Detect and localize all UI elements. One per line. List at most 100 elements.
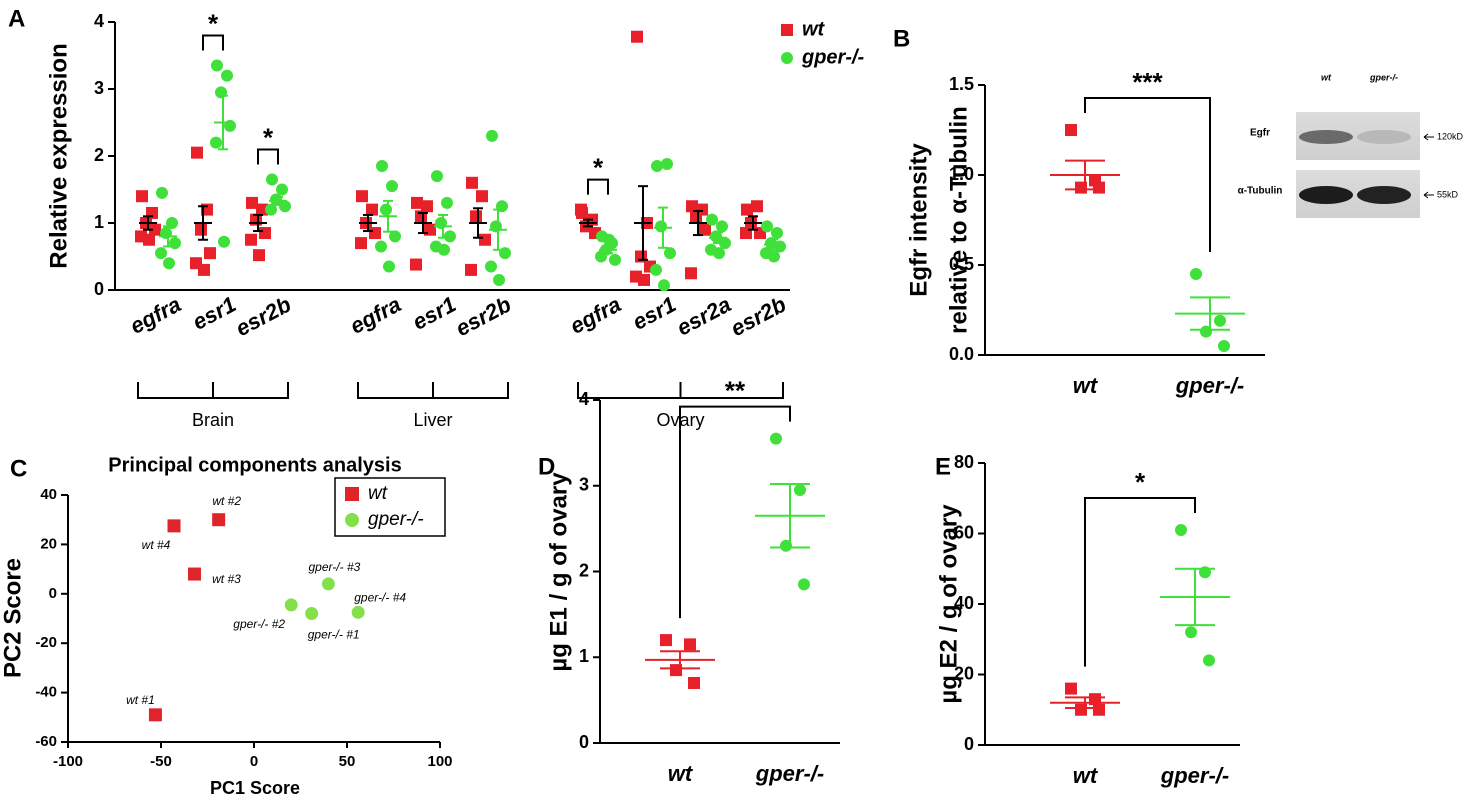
- data-point: [1093, 703, 1105, 716]
- legend-box: [334, 477, 446, 537]
- blot-lane-label: gper-/-: [1369, 72, 1398, 82]
- data-point: [198, 263, 210, 276]
- x-tick-label: gper-/-: [1160, 763, 1229, 788]
- y-tick-label: 0.5: [949, 254, 974, 274]
- significance-label: ***: [1132, 67, 1163, 97]
- data-point: [438, 243, 450, 256]
- y-tick-label: -60: [35, 733, 57, 750]
- data-point: [210, 136, 222, 149]
- significance-bracket: [202, 34, 224, 51]
- data-point: [476, 190, 488, 203]
- data-point: [386, 180, 398, 193]
- blot-arrow: [1423, 133, 1434, 141]
- y-tick-label: 20: [40, 535, 57, 552]
- y-tick-label: 1.0: [949, 164, 974, 184]
- data-point: [1214, 314, 1226, 327]
- y-tick-label: 0: [579, 732, 589, 752]
- group-label: Liver: [413, 410, 452, 430]
- blot-band: [1299, 130, 1353, 144]
- data-point: [383, 260, 395, 273]
- data-point: [771, 227, 783, 240]
- point-label: gper-/- #2: [233, 617, 285, 631]
- data-point: [466, 176, 478, 189]
- point-label: gper-/- #3: [308, 560, 360, 574]
- x-tick-label: esr2b: [451, 291, 515, 341]
- data-point: [218, 235, 230, 248]
- y-axis-label: relative to α-Tubulin: [945, 106, 972, 334]
- x-axis-label: PC1 Score: [210, 778, 300, 798]
- data-point: [411, 196, 423, 209]
- x-tick-label: esr2a: [673, 291, 736, 340]
- y-axis-label: Egfr intensity: [905, 143, 932, 297]
- data-point: [356, 190, 368, 203]
- y-axis-label: Relative expression: [45, 43, 72, 268]
- data-point: [686, 200, 698, 213]
- data-point: [741, 203, 753, 216]
- x-tick-label: egfra: [126, 291, 185, 338]
- data-point: [609, 253, 621, 266]
- data-point: [751, 200, 763, 213]
- data-point: [1065, 124, 1077, 136]
- blot-lane-label: wt: [1321, 72, 1332, 82]
- data-point: [688, 676, 700, 689]
- y-tick-label: 60: [954, 522, 974, 542]
- data-point: [655, 220, 667, 233]
- data-point: [794, 484, 806, 497]
- data-point: [279, 200, 291, 213]
- x-tick-label: esr1: [628, 291, 680, 334]
- panel-letter: A: [8, 5, 25, 32]
- y-tick-label: 2: [579, 560, 589, 580]
- x-tick-label: gper-/-: [1175, 373, 1244, 398]
- y-tick-label: -20: [35, 634, 57, 651]
- y-tick-label: 0: [94, 279, 104, 299]
- y-tick-label: 40: [40, 486, 57, 503]
- data-point: [719, 237, 731, 250]
- data-point: [376, 160, 388, 173]
- data-point: [256, 203, 268, 216]
- group-label: Brain: [192, 410, 234, 430]
- data-point: [575, 203, 587, 216]
- significance-bracket: [587, 178, 609, 195]
- panel-letter: E: [935, 453, 951, 480]
- data-point: [389, 230, 401, 243]
- data-point: [1218, 340, 1230, 352]
- data-point: [479, 233, 491, 246]
- data-point: [259, 227, 271, 240]
- data-point: [485, 260, 497, 273]
- data-point: [212, 513, 226, 527]
- data-point: [706, 213, 718, 226]
- blot-band-name: Egfr: [1250, 128, 1270, 139]
- data-point: [441, 196, 453, 209]
- chart-title: Principal components analysis: [108, 454, 401, 476]
- data-point: [1190, 268, 1202, 280]
- data-point: [305, 607, 319, 621]
- data-point: [187, 567, 201, 581]
- significance-bracket: [679, 405, 791, 619]
- x-tick-label: 100: [427, 753, 452, 770]
- data-point: [761, 220, 773, 233]
- data-point: [651, 160, 663, 173]
- blot-band-name: α-Tubulin: [1238, 186, 1283, 197]
- x-tick-label: 50: [339, 753, 356, 770]
- significance-bracket: [1084, 97, 1211, 252]
- legend-label: wt: [368, 483, 388, 504]
- data-point: [660, 634, 672, 647]
- blot-band-size: 120kD: [1437, 131, 1464, 141]
- x-tick-label: esr1: [188, 291, 240, 334]
- significance-label: *: [1135, 467, 1146, 497]
- y-tick-label: 1: [94, 212, 104, 232]
- y-tick-label: 0: [964, 734, 974, 754]
- data-point: [690, 210, 702, 223]
- y-tick-label: 80: [954, 452, 974, 472]
- data-point: [603, 233, 615, 246]
- data-point: [465, 263, 477, 276]
- data-point: [195, 223, 207, 236]
- y-tick-label: 1.5: [949, 74, 974, 94]
- x-tick-label: -50: [150, 753, 172, 770]
- y-tick-label: 3: [94, 78, 104, 98]
- legend-label: gper-/-: [368, 509, 424, 530]
- data-point: [369, 227, 381, 240]
- panel-letter: D: [538, 453, 555, 480]
- data-point: [191, 146, 203, 159]
